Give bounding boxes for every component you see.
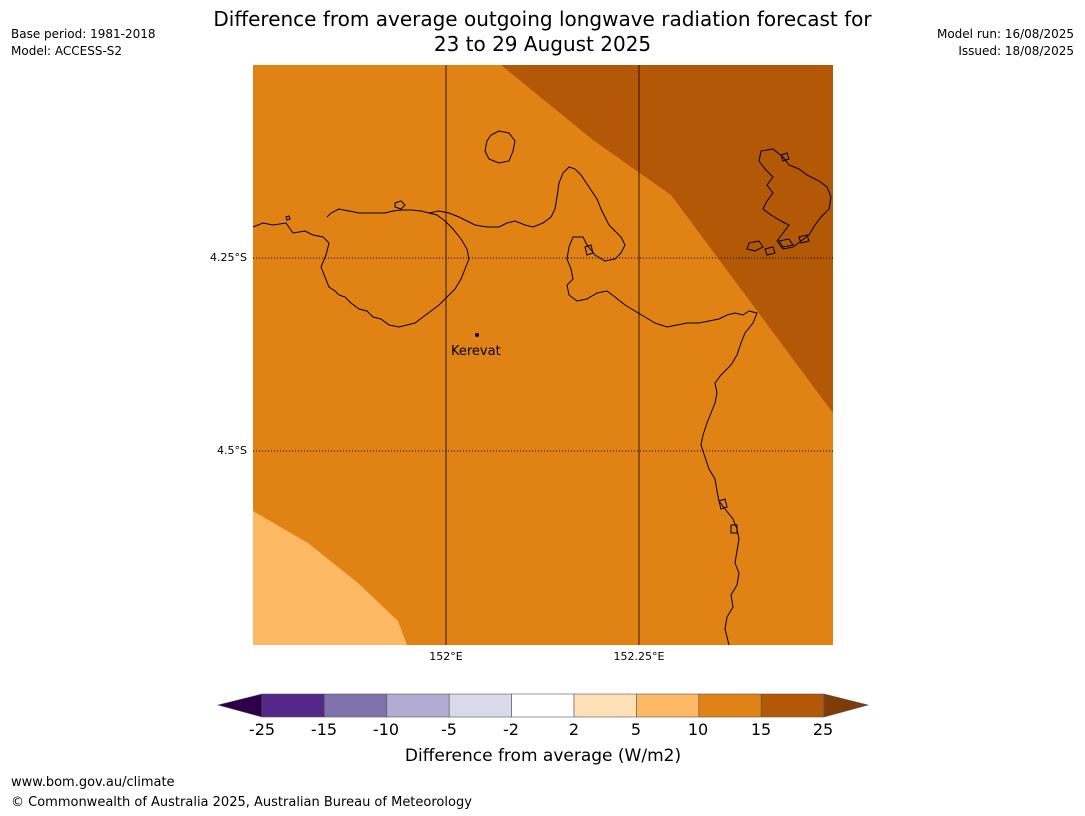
island-cluster-small-4 xyxy=(798,234,810,244)
graticule xyxy=(253,65,833,645)
map-panel: Kerevat xyxy=(253,65,833,645)
colorbar-extend-low xyxy=(216,693,263,718)
coastline-main xyxy=(253,208,470,328)
model-run-text: Model run: 16/08/2025 xyxy=(936,27,1074,41)
colorbar-tick-label: 15 xyxy=(750,720,772,739)
island-channel xyxy=(584,244,594,256)
coastline-east xyxy=(428,166,758,645)
colorbar-segment xyxy=(573,693,637,718)
island-east-coast-2 xyxy=(730,524,738,534)
title-line-2: 23 to 29 August 2025 xyxy=(433,32,652,56)
base-period-text: Base period: 1981-2018 xyxy=(11,27,156,41)
meta-right: Model run: 16/08/2025 Issued: 18/08/2025 xyxy=(937,26,1074,60)
colorbar-tick-label: 25 xyxy=(812,720,834,739)
colorbar-extend-high xyxy=(823,693,870,718)
colorbar-tick-label: -25 xyxy=(248,720,276,739)
map-fill-high xyxy=(501,65,833,413)
colorbar-segment xyxy=(511,693,575,718)
colorbar-segment xyxy=(760,693,824,718)
lat-tick-label: 4.25°S xyxy=(210,251,247,264)
place-marker-kerevat xyxy=(475,333,479,337)
island-cluster-small-2 xyxy=(764,246,776,256)
island-east-coast-1 xyxy=(718,498,728,510)
title-line-1: Difference from average outgoing longwav… xyxy=(213,7,872,31)
island-dot-west xyxy=(285,215,291,221)
colorbar-tick-label: 2 xyxy=(568,720,580,739)
island-cluster-main xyxy=(758,148,832,250)
meta-left: Base period: 1981-2018 Model: ACCESS-S2 xyxy=(11,26,156,60)
colorbar-tick-label: -5 xyxy=(441,720,457,739)
colorbar-segment xyxy=(324,693,388,718)
island-north xyxy=(484,130,516,164)
island-cluster-small-3 xyxy=(778,238,794,248)
colorbar-tick-label: 10 xyxy=(687,720,709,739)
chart-title: Difference from average outgoing longwav… xyxy=(180,7,905,57)
place-label-kerevat: Kerevat xyxy=(451,344,501,359)
colorbar-segment xyxy=(448,693,512,718)
map-svg: Kerevat xyxy=(253,65,833,645)
colorbar-tick-label: -10 xyxy=(372,720,400,739)
colorbar-segment xyxy=(261,693,325,718)
lon-tick-label: 152.25°E xyxy=(613,650,665,663)
model-text: Model: ACCESS-S2 xyxy=(11,44,123,58)
footer-url: www.bom.gov.au/climate xyxy=(11,775,175,790)
colorbar-tick-label: -15 xyxy=(310,720,338,739)
lat-tick-label: 4.5°S xyxy=(217,444,247,457)
island-small-west xyxy=(394,200,406,210)
lon-tick-label: 152°E xyxy=(429,650,463,663)
colorbar xyxy=(216,693,870,718)
island-cluster-small-5 xyxy=(780,152,790,162)
colorbar-segments xyxy=(261,693,824,718)
colorbar-segment xyxy=(636,693,700,718)
colorbar-segment xyxy=(386,693,450,718)
colorbar-tick-label: 5 xyxy=(630,720,642,739)
issued-text: Issued: 18/08/2025 xyxy=(958,44,1074,58)
colorbar-label: Difference from average (W/m2) xyxy=(404,746,682,766)
map-fill-low xyxy=(253,511,407,645)
colorbar-segment xyxy=(698,693,762,718)
colorbar-tick-label: -2 xyxy=(503,720,519,739)
footer-copyright: © Commonwealth of Australia 2025, Austra… xyxy=(11,795,472,810)
island-cluster-small-1 xyxy=(746,240,764,252)
coastline xyxy=(253,130,832,645)
